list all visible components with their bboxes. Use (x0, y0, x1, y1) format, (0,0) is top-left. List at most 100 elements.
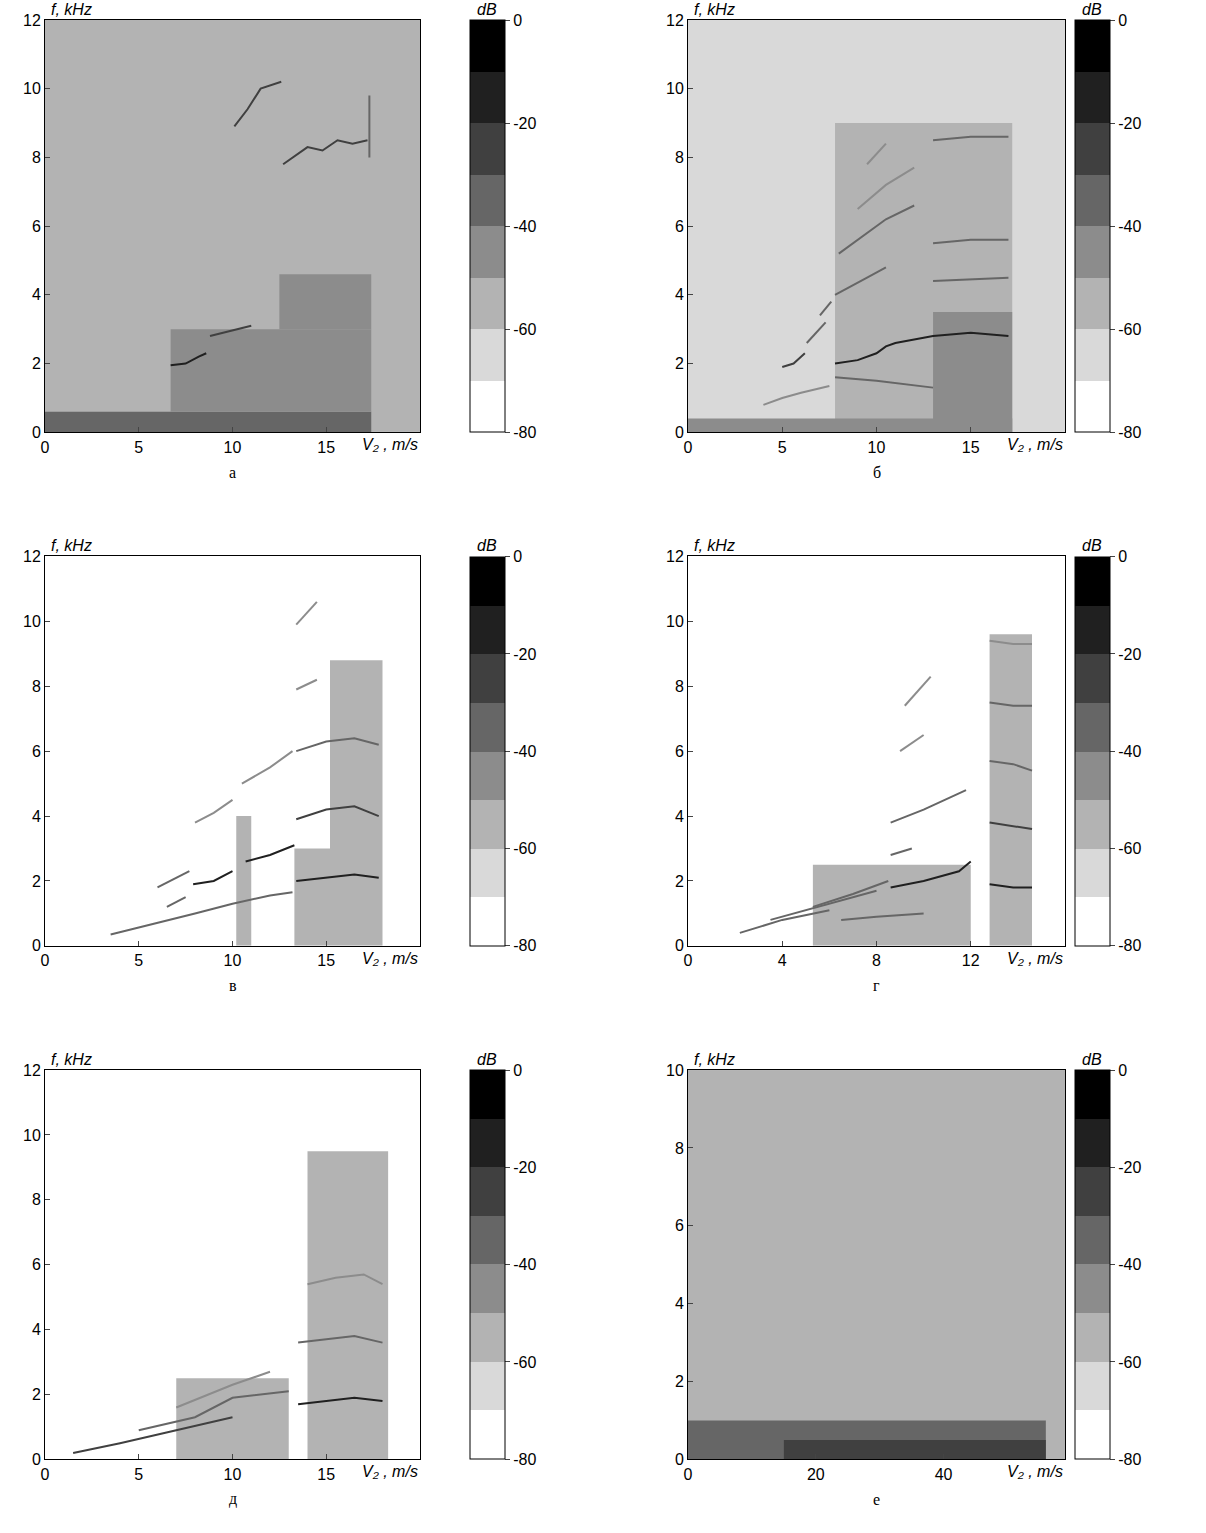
svg-text:-60: -60 (513, 321, 536, 338)
svg-text:8: 8 (32, 149, 41, 166)
svg-text:6: 6 (32, 743, 41, 760)
svg-text:10: 10 (23, 1127, 41, 1144)
svg-text:4: 4 (32, 1321, 41, 1338)
svg-text:-60: -60 (1118, 321, 1141, 338)
svg-text:-80: -80 (513, 424, 536, 441)
svg-text:0: 0 (675, 937, 684, 954)
svg-text:15: 15 (317, 439, 335, 456)
svg-text:10: 10 (23, 613, 41, 630)
svg-text:V₂ , m/s: V₂ , m/s (1007, 950, 1063, 967)
svg-text:f, kHz: f, kHz (694, 537, 735, 554)
svg-text:0: 0 (513, 1062, 522, 1079)
svg-text:4: 4 (32, 808, 41, 825)
svg-text:4: 4 (32, 286, 41, 303)
svg-text:f, kHz: f, kHz (694, 1, 735, 18)
svg-text:0: 0 (684, 439, 693, 456)
svg-text:б: б (873, 464, 881, 481)
svg-text:dB: dB (1082, 537, 1102, 554)
svg-text:0: 0 (675, 424, 684, 441)
svg-text:5: 5 (134, 439, 143, 456)
svg-text:8: 8 (32, 678, 41, 695)
svg-text:10: 10 (224, 952, 242, 969)
svg-text:10: 10 (224, 1466, 242, 1483)
svg-text:-20: -20 (1118, 646, 1141, 663)
svg-text:8: 8 (32, 1191, 41, 1208)
svg-text:-40: -40 (513, 218, 536, 235)
svg-text:8: 8 (675, 1140, 684, 1157)
svg-text:д: д (229, 1490, 237, 1508)
svg-text:0: 0 (1118, 548, 1127, 565)
svg-text:dB: dB (1082, 1, 1102, 18)
svg-text:-80: -80 (1118, 1451, 1141, 1468)
svg-text:-20: -20 (513, 1159, 536, 1176)
svg-text:5: 5 (134, 1466, 143, 1483)
svg-text:4: 4 (778, 952, 787, 969)
svg-text:0: 0 (41, 439, 50, 456)
svg-text:-80: -80 (513, 937, 536, 954)
svg-text:-80: -80 (513, 1451, 536, 1468)
svg-text:5: 5 (778, 439, 787, 456)
svg-text:4: 4 (675, 286, 684, 303)
svg-text:-20: -20 (1118, 1159, 1141, 1176)
svg-text:8: 8 (872, 952, 881, 969)
svg-text:0: 0 (513, 548, 522, 565)
svg-text:12: 12 (666, 12, 684, 29)
svg-text:0: 0 (32, 1451, 41, 1468)
svg-text:6: 6 (675, 1217, 684, 1234)
svg-text:V₂ , m/s: V₂ , m/s (362, 950, 418, 967)
svg-text:-80: -80 (1118, 424, 1141, 441)
svg-text:-80: -80 (1118, 937, 1141, 954)
svg-text:V₂ , m/s: V₂ , m/s (362, 436, 418, 453)
svg-text:V₂ , m/s: V₂ , m/s (1007, 436, 1063, 453)
svg-text:10: 10 (666, 613, 684, 630)
svg-text:2: 2 (675, 1373, 684, 1390)
svg-text:2: 2 (32, 1386, 41, 1403)
svg-text:0: 0 (684, 1466, 693, 1483)
svg-text:6: 6 (675, 743, 684, 760)
svg-text:4: 4 (675, 808, 684, 825)
svg-text:f, kHz: f, kHz (694, 1051, 735, 1068)
svg-text:2: 2 (675, 355, 684, 372)
svg-text:г: г (873, 977, 880, 994)
svg-text:12: 12 (23, 12, 41, 29)
svg-text:6: 6 (32, 218, 41, 235)
svg-text:а: а (229, 464, 236, 481)
svg-text:dB: dB (477, 1051, 497, 1068)
svg-text:8: 8 (675, 149, 684, 166)
svg-text:0: 0 (41, 1466, 50, 1483)
svg-text:f, kHz: f, kHz (51, 1051, 92, 1068)
svg-text:15: 15 (317, 1466, 335, 1483)
svg-text:-60: -60 (1118, 1354, 1141, 1371)
svg-text:2: 2 (32, 873, 41, 890)
svg-text:10: 10 (666, 1062, 684, 1079)
svg-text:-40: -40 (1118, 743, 1141, 760)
svg-text:-60: -60 (513, 840, 536, 857)
svg-text:10: 10 (666, 80, 684, 97)
svg-text:5: 5 (134, 952, 143, 969)
svg-text:4: 4 (675, 1295, 684, 1312)
svg-text:0: 0 (684, 952, 693, 969)
svg-text:-40: -40 (1118, 1256, 1141, 1273)
svg-text:10: 10 (868, 439, 886, 456)
svg-text:0: 0 (1118, 1062, 1127, 1079)
svg-text:15: 15 (317, 952, 335, 969)
svg-text:12: 12 (23, 548, 41, 565)
svg-text:-40: -40 (513, 743, 536, 760)
svg-text:V₂ , m/s: V₂ , m/s (1007, 1463, 1063, 1480)
svg-text:-40: -40 (1118, 218, 1141, 235)
svg-text:в: в (229, 977, 237, 994)
svg-text:8: 8 (675, 678, 684, 695)
svg-text:-20: -20 (513, 646, 536, 663)
svg-text:е: е (873, 1491, 880, 1508)
svg-text:6: 6 (32, 1256, 41, 1273)
svg-text:0: 0 (41, 952, 50, 969)
svg-text:10: 10 (224, 439, 242, 456)
svg-text:2: 2 (32, 355, 41, 372)
svg-text:6: 6 (675, 218, 684, 235)
svg-text:f, kHz: f, kHz (51, 1, 92, 18)
svg-text:15: 15 (962, 439, 980, 456)
svg-text:-20: -20 (513, 115, 536, 132)
svg-text:dB: dB (477, 1, 497, 18)
svg-text:-20: -20 (1118, 115, 1141, 132)
svg-text:12: 12 (962, 952, 980, 969)
